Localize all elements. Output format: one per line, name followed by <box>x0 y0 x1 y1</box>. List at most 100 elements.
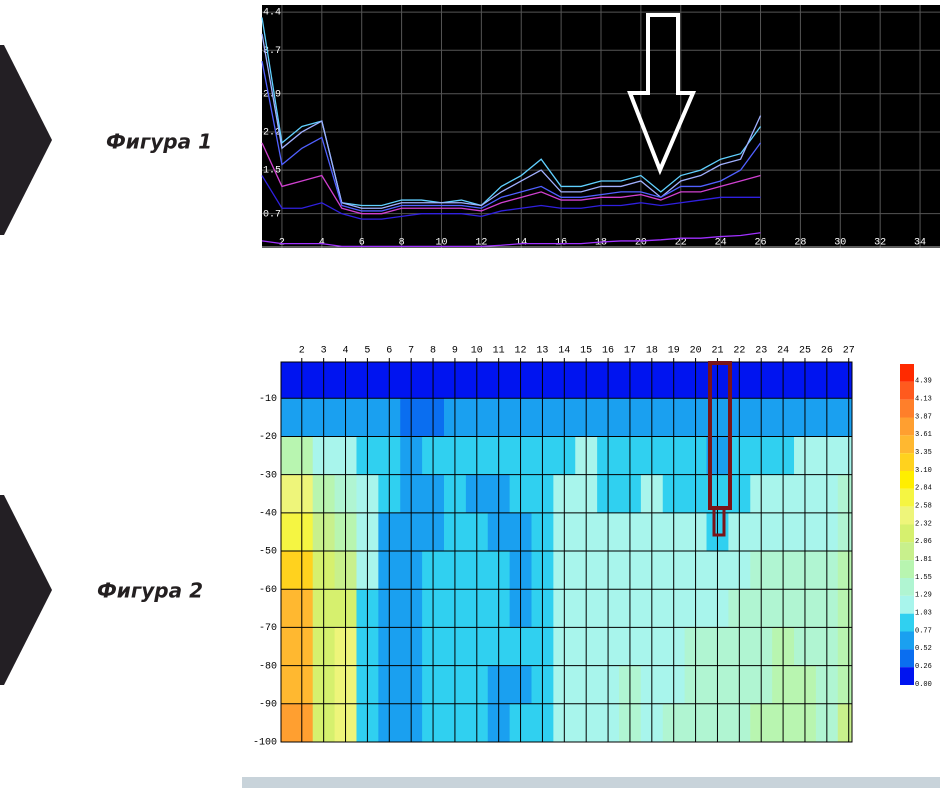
legend-swatch <box>900 560 914 578</box>
y-tick-label: -30 <box>259 470 277 481</box>
x-tick-label: 32 <box>874 238 886 249</box>
x-tick-label: 27 <box>843 346 855 357</box>
y-tick-label: -10 <box>259 394 277 405</box>
x-tick-label: 12 <box>475 238 487 249</box>
legend-label: 4.13 <box>915 396 932 404</box>
contour-cell <box>281 512 314 552</box>
y-tick-label: 4.4 <box>263 8 281 19</box>
legend-swatch <box>900 381 914 400</box>
legend-label: 2.06 <box>915 538 932 546</box>
y-tick-label: -50 <box>259 547 277 558</box>
legend-swatch <box>900 453 914 471</box>
x-tick-label: 24 <box>715 238 727 249</box>
y-tick-label: 3.7 <box>263 46 281 57</box>
contour-cell <box>281 703 314 743</box>
contour-cell <box>281 589 314 628</box>
x-tick-label: 13 <box>536 346 548 357</box>
legend-label: 0.26 <box>915 663 932 671</box>
y-tick-label: -60 <box>259 585 277 596</box>
legend-swatch <box>900 435 914 454</box>
highlight-box <box>712 506 726 537</box>
x-tick-label: 22 <box>675 238 687 249</box>
x-tick-label: 23 <box>755 346 767 357</box>
x-tick-label: 30 <box>834 238 846 249</box>
noise-strip <box>242 777 940 788</box>
y-tick-label: -100 <box>253 738 277 749</box>
contour-cell <box>837 703 853 743</box>
figure-2: 2 3 4 5 6 7 8 9 10 11 12 13 14 15 16 17 18 19 20 21 22 23 24 25… <box>253 346 932 749</box>
x-tick-label: 8 <box>399 238 405 249</box>
legend-swatch <box>900 417 914 436</box>
x-tick-label: 14 <box>558 346 570 357</box>
x-tick-label: 16 <box>602 346 614 357</box>
figure-1: 2 4 6 8 10 12 14 16 18 20 22 24 26 28 30 32 344.43.72.92… <box>261 5 940 249</box>
x-tick-label: 21 <box>711 346 723 357</box>
legend-swatch <box>900 399 914 418</box>
contour-cell <box>837 362 853 399</box>
x-tick-label: 20 <box>690 346 702 357</box>
caption: Фигура 1 <box>106 130 212 154</box>
series-line <box>261 232 761 248</box>
x-tick-label: 5 <box>364 346 370 357</box>
x-tick-label: 6 <box>386 346 392 357</box>
contour-cell <box>837 551 853 590</box>
chevron <box>0 45 52 235</box>
series-line <box>261 60 762 212</box>
x-tick-label: 4 <box>343 346 349 357</box>
legend-label: 0.77 <box>915 627 932 635</box>
series-line <box>261 142 761 215</box>
caption: Фигура 2 <box>97 579 203 603</box>
y-tick-label: 2.2 <box>263 128 281 139</box>
x-tick-label: 24 <box>777 346 789 357</box>
contour-cell <box>281 665 314 705</box>
x-tick-label: 8 <box>430 346 436 357</box>
legend-swatch <box>900 631 914 650</box>
y-tick-label: -70 <box>259 623 277 634</box>
legend-swatch <box>900 578 914 596</box>
x-tick-label: 3 <box>321 346 327 357</box>
legend-swatch <box>900 524 914 543</box>
x-tick-label: 19 <box>668 346 680 357</box>
chevron <box>0 495 52 685</box>
x-tick-label: 25 <box>799 346 811 357</box>
legend-swatch <box>900 471 914 489</box>
x-tick-label: 17 <box>624 346 636 357</box>
legend-label: 2.32 <box>915 520 932 528</box>
legend-label: 0.00 <box>915 681 932 689</box>
legend-label: 1.55 <box>915 574 932 582</box>
x-tick-label: 20 <box>635 238 647 249</box>
legend-swatch <box>900 364 914 382</box>
contour-cell <box>837 589 853 628</box>
contour-cell <box>281 627 314 667</box>
contour-cell <box>837 665 853 705</box>
y-tick-label: -40 <box>259 508 277 519</box>
x-tick-label: 18 <box>595 238 607 249</box>
legend-label: 0.52 <box>915 645 932 653</box>
plot-frame <box>280 361 853 743</box>
contour-cell <box>281 551 314 590</box>
legend-label: 1.03 <box>915 610 932 618</box>
y-tick-label: 1.5 <box>263 166 281 177</box>
contour-cell <box>837 398 853 437</box>
legend-swatch <box>900 595 914 614</box>
x-tick-label: 2 <box>299 346 305 357</box>
arrow-annotation <box>627 13 697 176</box>
legend-label: 1.29 <box>915 592 932 600</box>
contour-cell <box>837 436 853 476</box>
y-tick-label: -20 <box>259 432 277 443</box>
legend-label: 3.10 <box>915 467 932 475</box>
legend-label: 2.84 <box>915 485 932 493</box>
legend-label: 4.39 <box>915 378 932 386</box>
contour-cell <box>281 436 314 476</box>
contour-cell <box>837 627 853 667</box>
x-tick-label: 18 <box>646 346 658 357</box>
series-line <box>261 33 762 209</box>
x-tick-label: 10 <box>471 346 483 357</box>
legend-swatch <box>900 506 914 525</box>
y-tick-label: -80 <box>259 661 277 672</box>
x-tick-label: 26 <box>755 238 767 249</box>
legend-label: 3.61 <box>915 431 932 439</box>
legend-swatch <box>900 488 914 507</box>
